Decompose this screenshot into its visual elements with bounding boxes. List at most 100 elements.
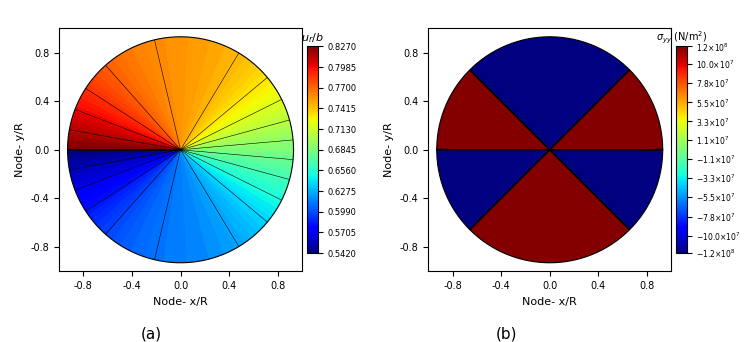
Point xyxy=(544,147,556,153)
Point xyxy=(175,147,187,153)
Point xyxy=(175,147,187,153)
Point xyxy=(175,147,187,153)
Point xyxy=(175,147,187,153)
Point xyxy=(175,147,187,153)
Point xyxy=(544,147,556,153)
Point xyxy=(544,147,556,153)
Point xyxy=(544,147,556,153)
Point xyxy=(175,147,187,153)
Point xyxy=(544,147,556,153)
Point xyxy=(175,147,187,153)
Point xyxy=(544,147,556,153)
Point xyxy=(544,147,556,153)
Point xyxy=(175,147,187,153)
Point xyxy=(544,147,556,153)
Point xyxy=(544,147,556,153)
Point xyxy=(544,147,556,153)
Point xyxy=(175,147,187,153)
Point xyxy=(544,147,556,153)
Point xyxy=(544,147,556,153)
Point xyxy=(175,147,187,153)
Point xyxy=(175,147,187,153)
Point xyxy=(175,147,187,153)
Point xyxy=(175,147,187,153)
Point xyxy=(544,147,556,153)
Point xyxy=(544,147,556,153)
Point xyxy=(175,147,187,153)
Point xyxy=(544,147,556,153)
Point xyxy=(544,147,556,153)
Point xyxy=(544,147,556,153)
Point xyxy=(175,147,187,153)
Point xyxy=(175,147,187,153)
Point xyxy=(544,147,556,153)
Text: (b): (b) xyxy=(496,327,517,342)
Point xyxy=(175,147,187,153)
Point xyxy=(175,147,187,153)
Point xyxy=(175,147,187,153)
Point xyxy=(544,147,556,153)
Point xyxy=(544,147,556,153)
Point xyxy=(544,147,556,153)
Point xyxy=(544,147,556,153)
Point xyxy=(544,147,556,153)
Point xyxy=(544,147,556,153)
Point xyxy=(544,147,556,153)
Point xyxy=(544,147,556,153)
Point xyxy=(175,147,187,153)
Point xyxy=(175,147,187,153)
Point xyxy=(175,147,187,153)
Point xyxy=(544,147,556,153)
Point xyxy=(175,147,187,153)
X-axis label: Node- x/R: Node- x/R xyxy=(153,297,208,306)
Point xyxy=(544,147,556,153)
Text: (a): (a) xyxy=(141,327,162,342)
Point xyxy=(544,147,556,153)
Point xyxy=(175,147,187,153)
Point xyxy=(175,147,187,153)
Point xyxy=(175,147,187,153)
Point xyxy=(544,147,556,153)
Point xyxy=(544,147,556,153)
Point xyxy=(544,147,556,153)
Point xyxy=(544,147,556,153)
Point xyxy=(544,147,556,153)
Point xyxy=(544,147,556,153)
Point xyxy=(175,147,187,153)
Point xyxy=(175,147,187,153)
Point xyxy=(175,147,187,153)
Point xyxy=(175,147,187,153)
Point xyxy=(544,147,556,153)
Point xyxy=(544,147,556,153)
Point xyxy=(175,147,187,153)
Point xyxy=(175,147,187,153)
Point xyxy=(544,147,556,153)
Point xyxy=(544,147,556,153)
Point xyxy=(175,147,187,153)
Point xyxy=(544,147,556,153)
Point xyxy=(175,147,187,153)
Point xyxy=(544,147,556,153)
Point xyxy=(544,147,556,153)
Point xyxy=(175,147,187,153)
Point xyxy=(544,147,556,153)
Point xyxy=(175,147,187,153)
Point xyxy=(175,147,187,153)
Point xyxy=(175,147,187,153)
Point xyxy=(175,147,187,153)
Point xyxy=(544,147,556,153)
Point xyxy=(544,147,556,153)
Point xyxy=(544,147,556,153)
Point xyxy=(544,147,556,153)
Point xyxy=(544,147,556,153)
Point xyxy=(175,147,187,153)
Point xyxy=(175,147,187,153)
Point xyxy=(175,147,187,153)
Point xyxy=(175,147,187,153)
Point xyxy=(175,147,187,153)
Point xyxy=(544,147,556,153)
Point xyxy=(544,147,556,153)
Point xyxy=(544,147,556,153)
Point xyxy=(175,147,187,153)
Point xyxy=(175,147,187,153)
